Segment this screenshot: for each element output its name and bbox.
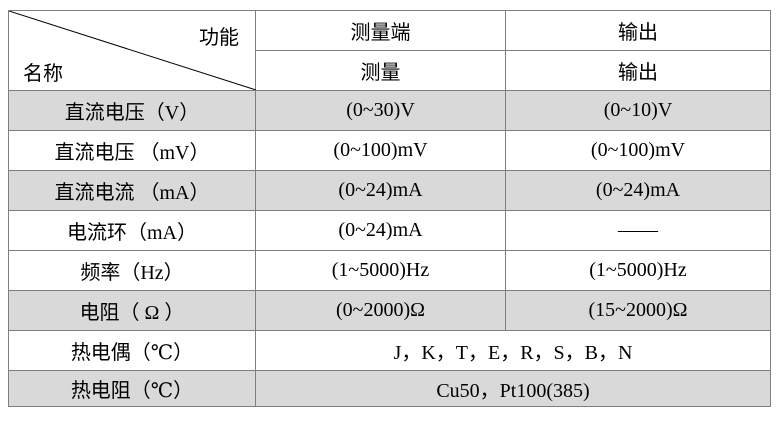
column-header: 测量端 xyxy=(255,10,506,51)
column-subheader: 输出 xyxy=(505,50,771,91)
row-name: 热电偶（℃） xyxy=(8,330,256,371)
diagonal-header: 功能 名称 xyxy=(8,10,256,91)
cell: (0~10)V xyxy=(505,90,771,131)
table-row: 直流电压（V） (0~30)V (0~10)V xyxy=(8,90,771,131)
cell: (1~5000)Hz xyxy=(255,250,506,291)
column-header: 输出 xyxy=(505,10,771,51)
cell: (0~24)mA xyxy=(505,170,771,211)
cell: (0~2000)Ω xyxy=(255,290,506,331)
cell: J，K，T，E，R，S，B，N xyxy=(255,330,771,371)
spec-table: 功能 名称 测量端 输出 测量 输出 直流电压（V） (0~30)V (0~10)V… xyxy=(8,10,771,407)
cell: (0~24)mA xyxy=(255,170,506,211)
cell: (0~100)mV xyxy=(505,130,771,171)
row-name: 热电阻（℃） xyxy=(8,370,256,407)
diagonal xyxy=(9,11,256,90)
header-row: 测量 输出 xyxy=(9,50,771,91)
table-row: 直流电流 （mA） (0~24)mA (0~24)mA xyxy=(8,170,771,211)
cell: (15~2000)Ω xyxy=(505,290,771,331)
table-row: 直流电压 （mV） (0~100)mV (0~100)mV xyxy=(8,130,771,171)
row-name: 频率（Hz） xyxy=(8,250,256,291)
table-row: 热电偶（℃） J，K，T，E，R，S，B，N xyxy=(8,330,771,371)
cell: —— xyxy=(505,210,771,251)
row-name: 直流电压 （mV） xyxy=(8,130,256,171)
row-name: 直流电压（V） xyxy=(8,90,256,131)
table-row: 频率（Hz） (1~5000)Hz (1~5000)Hz xyxy=(8,250,771,291)
table-row: 热电阻（℃） Cu50，Pt100(385) xyxy=(8,370,771,407)
column-subheader: 测量 xyxy=(255,50,506,91)
row-name: 电阻（ Ω ） xyxy=(8,290,256,331)
cell: (1~5000)Hz xyxy=(505,250,771,291)
function-label: 功能 xyxy=(199,27,239,49)
header-row: 功能 名称 测量端 输出 xyxy=(8,10,771,91)
table-body: 功能 名称 测量端 输出 测量 输出 直流电压（V） (0~30)V (0~10)V… xyxy=(8,10,771,407)
name-label: 名称 xyxy=(23,63,63,85)
cell: (0~24)mA xyxy=(255,210,506,251)
cell: (0~100)mV xyxy=(255,130,506,171)
table-row: 电流环（mA） (0~24)mA —— xyxy=(8,210,771,251)
cell: (0~30)V xyxy=(255,90,506,131)
table-row: 电阻（ Ω ） (0~2000)Ω (15~2000)Ω xyxy=(8,290,771,331)
row-name: 电流环（mA） xyxy=(8,210,256,251)
row-name: 直流电流 （mA） xyxy=(8,170,256,211)
cell: Cu50，Pt100(385) xyxy=(255,370,771,407)
